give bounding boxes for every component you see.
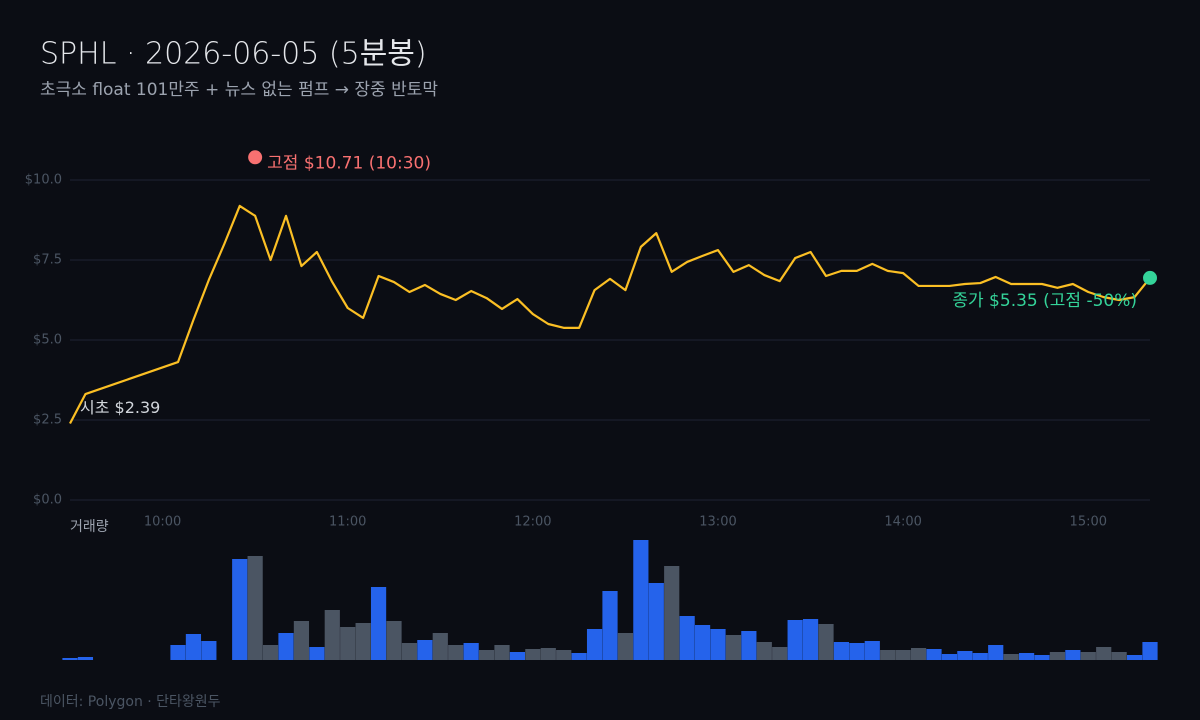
volume-bar [1142,642,1158,660]
volume-bar [185,634,202,660]
volume-bar [262,645,279,660]
volume-bar [849,643,865,660]
volume-bar [972,653,988,660]
volume-bar [324,610,340,660]
y-tick-label: $10.0 [25,173,62,188]
volume-bar [633,540,649,660]
volume-label: 거래량 [70,519,109,535]
volume-bar [756,642,772,660]
source: 데이터: Polygon · 단타왕원두 [40,694,221,710]
volume-bar [478,650,495,660]
volume-bar [1049,652,1066,660]
volume-bar [556,650,572,660]
volume-bar [926,649,942,660]
y-tick-label: $5.0 [33,333,62,348]
volume-bar [247,556,263,660]
volume-bar [1003,654,1019,660]
volume-bar [1034,655,1050,660]
x-tick-label: 11:00 [329,515,366,530]
volume-bar [787,620,803,660]
volume-bar [370,587,387,660]
volume-bar [386,621,402,660]
volume-bar [1126,655,1143,660]
volume-bar [525,649,541,660]
peak-marker [248,150,263,165]
y-tick-label: $0.0 [33,493,62,508]
x-tick-label: 12:00 [514,515,551,530]
volume-bar [880,650,896,660]
volume-bar [62,658,78,660]
volume-bar [1111,652,1127,660]
volume-bar [540,648,556,660]
volume-bar [664,566,680,660]
volume-bar [463,643,479,660]
volume-bar [957,651,973,660]
volume-bar [818,624,834,660]
peak-label: 고점 $10.71 (10:30) [267,153,431,173]
volume-bar [648,583,664,660]
volume-bar [509,652,526,660]
volume-bar [355,623,371,660]
volume-bar [833,642,850,660]
volume-bar [170,645,186,660]
y-tick-label: $7.5 [33,253,62,268]
open-label: 시초 $2.39 [80,398,160,417]
volume-bar [432,633,448,660]
close-label: 종가 $5.35 (고점 -50%) [952,291,1137,311]
volume-bar [232,559,248,660]
volume-bar [602,591,618,660]
volume-bar [417,640,433,660]
volume-bar [401,643,418,660]
chart-title: SPHL · 2026-06-05 (5분봉) [40,37,427,72]
y-tick-label: $2.5 [33,413,62,428]
volume-bar [586,629,603,660]
volume-bar [741,631,757,660]
volume-bar [1018,653,1035,660]
x-tick-label: 15:00 [1070,515,1107,530]
volume-bar [201,641,217,660]
price-line [69,204,1151,425]
volume-bar [1080,652,1096,660]
volume-bar [679,616,695,660]
x-tick-label: 13:00 [699,515,736,530]
x-tick-label: 10:00 [144,515,181,530]
volume-bar [77,657,94,660]
volume-bar [802,619,819,660]
volume-bar [309,647,325,660]
volume-bar [1065,650,1081,660]
volume-bar [725,635,742,660]
volume-bar [293,621,310,660]
chart-subtitle: 초극소 float 101만주 + 뉴스 없는 펌프 → 장중 반토막 [40,80,438,100]
volume-bar [694,625,711,660]
volume-bar [941,654,958,660]
close-marker [1143,270,1157,285]
volume-bar [895,650,911,660]
volume-bar [571,653,587,660]
volume-bar [448,645,464,660]
volume-bar [494,645,510,660]
volume-bar [772,647,788,660]
volume-bar [340,627,356,660]
volume-bar [710,629,726,660]
volume-bar [617,633,634,660]
volume-bar [864,641,880,660]
volume-bar [278,633,294,660]
volume-bar [988,645,1004,660]
volume-bar [1096,647,1112,660]
volume-bar [910,648,927,660]
x-tick-label: 14:00 [884,515,921,530]
